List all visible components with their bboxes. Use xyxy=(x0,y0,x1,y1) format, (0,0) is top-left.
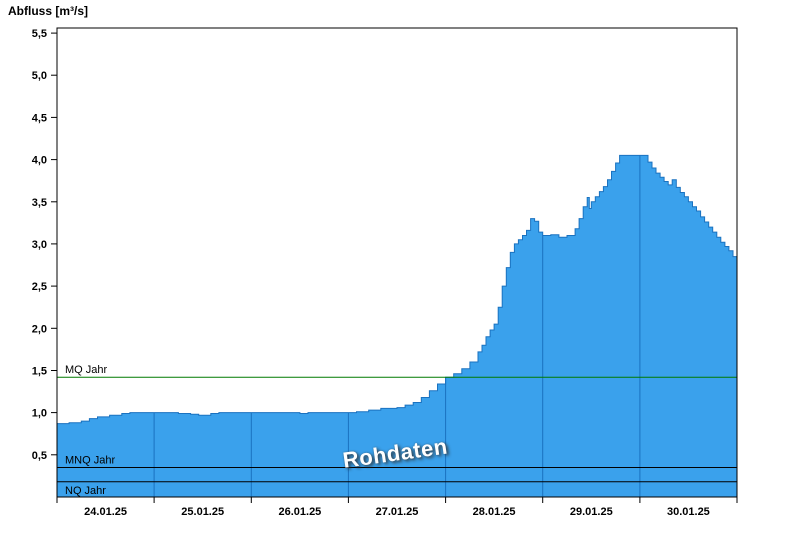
discharge-area-series xyxy=(57,155,737,497)
y-tick-label: 5,0 xyxy=(32,70,47,82)
y-tick-label: 4,5 xyxy=(32,112,47,124)
y-tick-label: 5,5 xyxy=(32,28,47,40)
y-tick-label: 1,0 xyxy=(32,408,47,420)
plot-border xyxy=(56,27,738,498)
x-date-label: 27.01.25 xyxy=(376,506,419,518)
y-tick-label: 2,5 xyxy=(32,281,47,293)
x-date-label: 26.01.25 xyxy=(278,506,321,518)
y-tick-label: 2,0 xyxy=(32,323,47,335)
discharge-line xyxy=(57,154,738,425)
x-date-label: 24.01.25 xyxy=(84,506,127,518)
ref-line-label: MQ Jahr xyxy=(65,364,108,376)
y-tick-label: 1,5 xyxy=(32,366,47,378)
y-tick-label: 3,0 xyxy=(32,239,47,251)
y-tick-label: 4,0 xyxy=(32,155,47,167)
x-date-label: 28.01.25 xyxy=(473,506,516,518)
y-tick-label: 3,5 xyxy=(32,197,47,209)
x-date-label: 25.01.25 xyxy=(181,506,224,518)
chart-title: Abfluss [m³/s] xyxy=(8,4,89,18)
ref-line-label: MNQ Jahr xyxy=(65,455,115,467)
y-tick-label: 0,5 xyxy=(32,450,47,462)
ref-line-label: NQ Jahr xyxy=(65,485,106,497)
x-date-label: 29.01.25 xyxy=(570,506,613,518)
x-date-label: 30.01.25 xyxy=(667,506,710,518)
